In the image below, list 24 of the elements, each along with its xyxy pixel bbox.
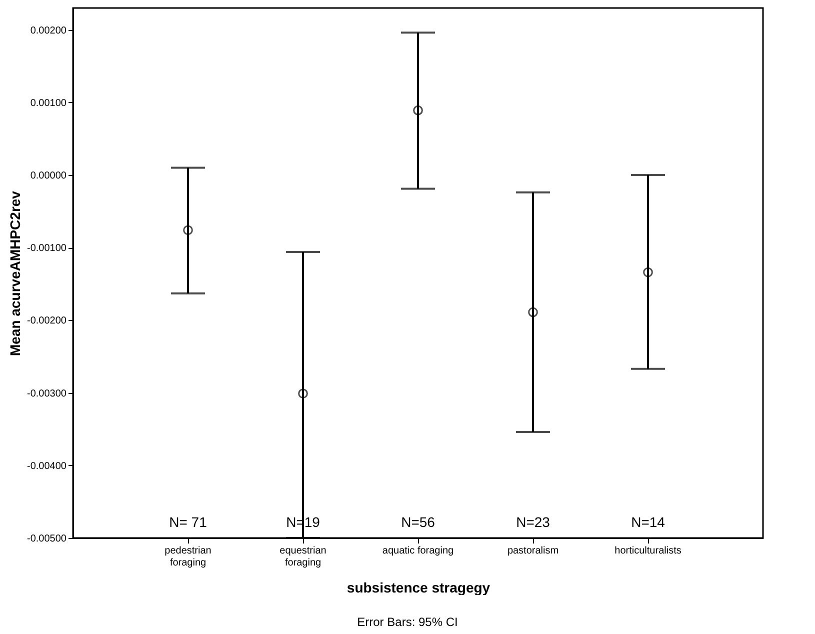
x-tick-label: equestrian foraging	[280, 546, 326, 568]
x-tick-label: pastoralism	[507, 546, 559, 556]
x-tick-label: pedestrian foraging	[164, 546, 212, 568]
point	[298, 388, 308, 398]
y-tick-label: -0.00300	[27, 388, 67, 400]
y-tick-label: 0.00100	[30, 98, 67, 109]
y-tick-label: 0.00000	[30, 170, 67, 182]
y-tick-label: -0.00400	[27, 460, 67, 472]
point	[183, 225, 193, 236]
annotation: N=23	[516, 514, 550, 530]
y-tick-label: -0.00100	[27, 243, 67, 254]
y-axis-title: Mean acurveAMHPC2rev	[7, 190, 24, 356]
annotation: N= 71	[169, 514, 208, 530]
x-tick-label: aquatic foraging	[382, 546, 454, 556]
point	[643, 267, 653, 278]
y-tick-label: -0.00200	[27, 316, 67, 327]
point	[413, 105, 423, 116]
y-tick-label: 0.00200	[30, 25, 67, 36]
text: Error Bars: 95% CI	[356, 615, 459, 629]
y-tick-label: -0.00500	[27, 534, 67, 544]
point	[528, 307, 538, 318]
x-tick-label: horticulturalists	[614, 546, 682, 556]
annotation: N=14	[631, 514, 666, 530]
annotation: N=56	[401, 514, 436, 530]
